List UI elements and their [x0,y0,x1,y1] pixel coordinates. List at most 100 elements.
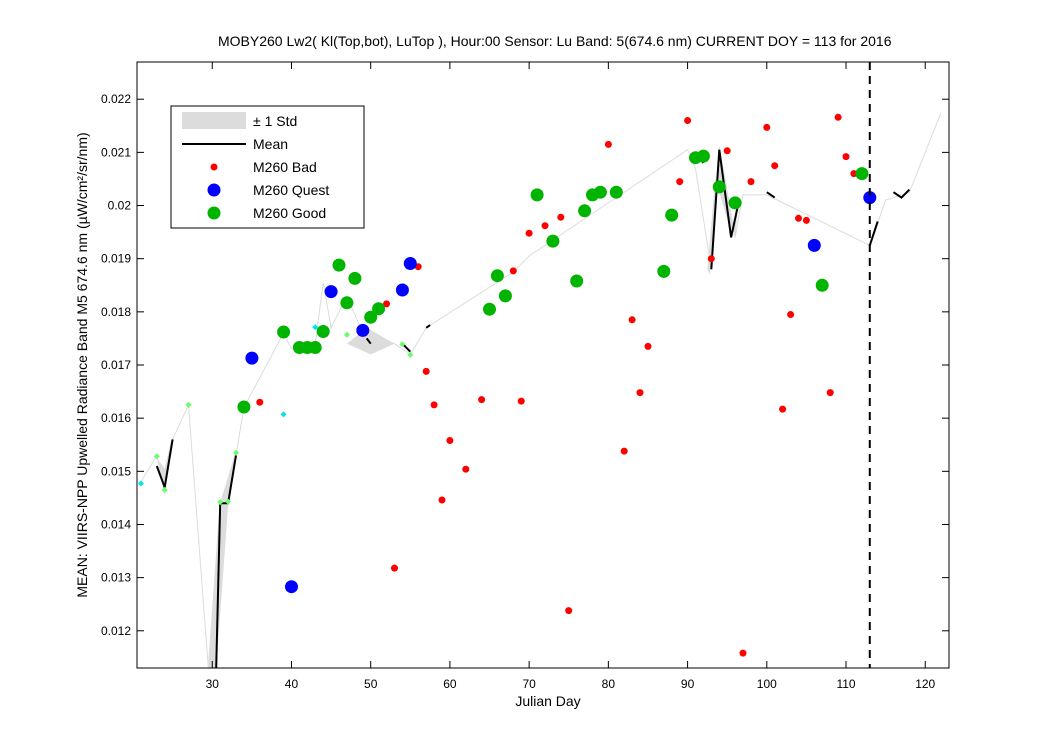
quest-point [395,283,409,297]
y-tick-label: 0.02 [108,199,132,213]
x-axis-label: Julian Day [515,693,580,709]
y-axis-label: MEAN: VIIRS-NPP Upwelled Radiance Band M… [74,132,90,597]
bad-point [834,113,842,121]
good-point [578,204,592,218]
good-point [855,167,869,181]
good-point [696,149,710,163]
legend-bad-label: M260 Bad [253,159,317,175]
bad-point [723,147,731,155]
x-tick-label: 90 [681,677,695,691]
y-tick-label: 0.016 [101,411,131,425]
bad-point [565,607,573,615]
bad-point [747,178,755,186]
light-green-diamond-point [185,401,192,408]
quest-point [356,323,370,337]
y-tick-label: 0.013 [101,571,131,585]
bad-point [541,222,549,230]
x-axis-ticks: 30 40 50 60 70 80 90 100 110 120 [206,62,936,691]
bad-point [517,397,525,405]
y-tick-label: 0.014 [101,517,131,531]
mean-line-segment [766,191,776,199]
bad-point [795,214,802,222]
x-tick-label: 40 [285,677,299,691]
x-tick-label: 70 [522,677,536,691]
y-tick-label: 0.021 [101,145,131,159]
bad-point [438,496,446,504]
light-green-diamond-point [407,351,414,358]
y-tick-label: 0.017 [101,358,131,372]
good-point [546,234,560,248]
quest-point [285,580,298,594]
x-tick-label: 100 [757,677,777,691]
light-green-diamond-point [217,499,224,506]
bad-point [462,465,470,473]
bad-point [636,389,644,397]
good-point [728,196,742,210]
std-band-area [208,450,236,668]
mean-line-segment [215,503,222,669]
bad-point [620,447,628,455]
quest-point [245,351,259,365]
good-point [665,208,679,222]
legend: ± 1 Std Mean M260 Bad M260 Quest M260 Go… [170,105,365,229]
quest-point [807,238,821,252]
good-point [277,325,291,339]
bad-point [684,117,692,124]
light-green-diamond-point [153,453,160,460]
legend-std-swatch [182,112,246,129]
good-point [332,258,346,272]
cyan-diamond-point [312,324,319,331]
good-point [372,302,386,316]
good-point [316,325,330,338]
bad-point [525,229,533,237]
x-tick-label: 50 [364,677,378,691]
good-point [498,289,512,303]
quest-point [403,257,417,270]
quest-point [324,285,338,299]
legend-quest-marker [207,183,221,197]
legend-quest-label: M260 Quest [253,182,329,198]
good-point [308,341,322,354]
bad-point [802,216,810,224]
bad-point [422,367,430,375]
light-green-diamond-point [161,486,168,493]
bad-point [779,405,787,413]
bad-point [842,153,850,161]
good-point [609,185,623,199]
bad-point [644,342,652,350]
quest-point [863,191,877,205]
y-tick-label: 0.012 [101,624,131,638]
legend-std-label: ± 1 Std [253,113,297,129]
bad-point [557,213,565,221]
y-tick-label: 0.019 [101,252,131,266]
x-tick-label: 120 [915,677,935,691]
bad-point [509,267,517,275]
legend-good-marker [207,206,221,220]
light-green-diamond-point [225,498,232,505]
bad-point [256,398,264,406]
bad-point [826,389,834,397]
cyan-diamond-point [280,411,287,418]
good-point [712,180,726,194]
bad-point [739,649,747,657]
legend-good-label: M260 Good [253,205,326,221]
y-tick-label: 0.018 [101,305,131,319]
y-axis-ticks: 0.012 0.013 0.014 0.015 0.016 0.017 0.018 0.019… [101,92,949,638]
bad-point [707,255,715,263]
mean-line-segment [365,337,372,345]
chart-title: MOBY260 Lw2( Kl(Top,bot), LuTop ), Hour:… [218,33,892,49]
bad-point [628,316,636,324]
std-band-outline [140,112,942,669]
mean-line-segment [892,188,911,199]
good-point [490,269,504,283]
x-tick-label: 80 [602,677,616,691]
legend-bad-marker [210,163,218,171]
x-tick-label: 30 [206,677,220,691]
good-point [593,185,607,199]
cyan-diamond-point [137,480,144,487]
bad-point [763,123,771,131]
bad-point [391,564,398,572]
y-tick-label: 0.015 [101,464,131,478]
light-green-diamond-point [233,449,240,456]
